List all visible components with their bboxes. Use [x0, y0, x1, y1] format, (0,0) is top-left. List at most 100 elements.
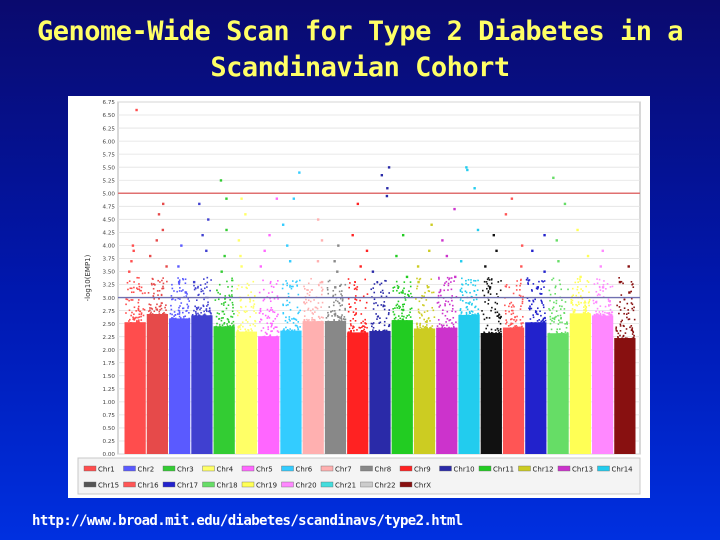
snp-point: [375, 313, 377, 315]
snp-point: [311, 312, 314, 314]
y-tick-label: 1.75: [103, 361, 116, 367]
snp-point: [597, 313, 599, 315]
snp-point: [471, 313, 474, 316]
snp-point: [182, 277, 184, 280]
snp-point: [349, 306, 352, 308]
snp-point: [474, 306, 476, 309]
snp-point: [474, 314, 476, 317]
snp-point: [402, 289, 404, 292]
snp-point-top: [430, 223, 433, 226]
snp-point: [406, 315, 409, 317]
snp-point: [520, 322, 523, 325]
snp-point: [317, 283, 320, 286]
snp-point-top: [557, 260, 560, 263]
snp-point: [485, 281, 488, 283]
snp-point: [554, 316, 556, 319]
snp-point: [595, 310, 597, 313]
snp-point: [373, 291, 376, 294]
snp-point: [356, 329, 358, 331]
snp-point: [282, 283, 284, 286]
source-url[interactable]: http://www.broad.mit.edu/diabetes/scandi…: [32, 513, 463, 529]
snp-point-top: [334, 286, 337, 289]
snp-point: [397, 300, 400, 303]
snp-point: [240, 324, 242, 326]
snp-point: [353, 288, 356, 290]
snp-point: [572, 313, 575, 315]
snp-point: [619, 301, 621, 303]
snp-point: [291, 280, 294, 282]
snp-point: [483, 280, 486, 283]
snp-point: [356, 288, 358, 291]
snp-point: [250, 306, 253, 308]
snp-point: [309, 291, 311, 293]
snp-point: [208, 307, 211, 310]
snp-point: [474, 313, 476, 316]
snp-point: [303, 318, 306, 321]
snp-point: [624, 337, 627, 339]
snp-point: [423, 328, 425, 330]
snp-point: [342, 318, 345, 320]
snp-point: [496, 328, 499, 330]
snp-point: [422, 304, 424, 306]
snp-point: [258, 312, 261, 314]
snp-point: [207, 301, 209, 304]
snp-point: [286, 284, 288, 287]
snp-point: [397, 286, 400, 288]
snp-point: [276, 330, 279, 332]
snp-point: [218, 317, 221, 320]
snp-point: [382, 330, 385, 333]
snp-point: [488, 279, 491, 281]
snp-point: [263, 298, 266, 301]
snp-point: [452, 325, 455, 328]
snp-point: [358, 326, 361, 329]
snp-point: [528, 299, 530, 302]
snp-point: [287, 292, 290, 295]
snp-point: [332, 295, 334, 298]
snp-point: [378, 329, 381, 332]
snp-point: [383, 305, 386, 307]
snp-point: [197, 307, 199, 310]
snp-point: [206, 315, 208, 317]
snp-point: [142, 308, 145, 310]
snp-point: [535, 287, 538, 290]
snp-point: [136, 319, 138, 322]
legend-label: Chr18: [217, 482, 238, 490]
snp-point-top: [380, 174, 384, 177]
legend-swatch: [202, 465, 215, 472]
snp-point: [486, 278, 489, 281]
snp-point: [494, 329, 497, 331]
snp-point: [125, 298, 128, 300]
snp-point: [583, 306, 585, 308]
snp-point: [173, 290, 175, 292]
snp-point: [441, 312, 444, 315]
snp-point: [560, 332, 563, 334]
snp-point: [242, 331, 244, 334]
snp-point-top: [130, 260, 133, 263]
snp-point: [532, 314, 534, 316]
snp-point: [259, 307, 262, 310]
snp-point: [561, 299, 563, 302]
snp-point: [474, 280, 477, 282]
snp-point: [254, 320, 257, 323]
snp-point: [395, 280, 398, 283]
snp-point: [444, 282, 446, 284]
snp-point: [138, 319, 140, 321]
snp-point: [468, 311, 471, 313]
snp-point: [487, 302, 490, 305]
snp-point: [571, 299, 574, 302]
snp-point: [445, 280, 448, 283]
snp-point: [231, 285, 233, 288]
snp-point-top: [239, 254, 242, 258]
snp-point: [532, 299, 534, 302]
snp-point: [304, 320, 306, 323]
snp-point: [232, 306, 234, 309]
snp-point: [252, 323, 255, 326]
snp-point: [312, 321, 314, 323]
snp-point: [266, 308, 269, 311]
snp-point: [231, 294, 233, 296]
snp-point: [178, 313, 181, 315]
snp-point: [385, 317, 388, 320]
snp-point: [477, 314, 480, 316]
snp-point-top: [225, 197, 228, 200]
y-tick-label: 2.50: [103, 322, 116, 328]
